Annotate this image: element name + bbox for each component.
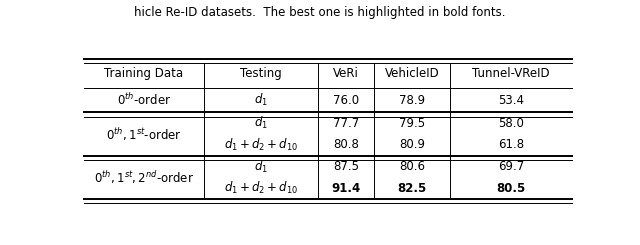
Text: 76.0: 76.0 xyxy=(333,94,360,107)
Text: Training Data: Training Data xyxy=(104,67,183,80)
Text: 77.7: 77.7 xyxy=(333,117,360,130)
Text: 58.0: 58.0 xyxy=(498,117,524,130)
Text: 82.5: 82.5 xyxy=(397,182,427,195)
Text: 78.9: 78.9 xyxy=(399,94,425,107)
Text: 91.4: 91.4 xyxy=(332,182,361,195)
Text: $d_1+d_2+d_{10}$: $d_1+d_2+d_{10}$ xyxy=(224,137,298,153)
Text: Tunnel-VReID: Tunnel-VReID xyxy=(472,67,550,80)
Text: 80.9: 80.9 xyxy=(399,138,425,151)
Text: 69.7: 69.7 xyxy=(498,160,524,173)
Text: $0^{th},1^{st}$-order: $0^{th},1^{st}$-order xyxy=(106,126,182,143)
Text: $d_1+d_2+d_{10}$: $d_1+d_2+d_{10}$ xyxy=(224,180,298,196)
Text: $0^{th}$-order: $0^{th}$-order xyxy=(116,92,171,108)
Text: $d_1$: $d_1$ xyxy=(254,115,268,131)
Text: 87.5: 87.5 xyxy=(333,160,359,173)
Text: $d_1$: $d_1$ xyxy=(254,159,268,175)
Text: $d_1$: $d_1$ xyxy=(254,92,268,108)
Text: 80.5: 80.5 xyxy=(497,182,525,195)
Text: 61.8: 61.8 xyxy=(498,138,524,151)
Text: Testing: Testing xyxy=(240,67,282,80)
Text: 80.6: 80.6 xyxy=(399,160,425,173)
Text: 53.4: 53.4 xyxy=(498,94,524,107)
Text: $0^{th},1^{st},2^{nd}$-order: $0^{th},1^{st},2^{nd}$-order xyxy=(93,169,194,186)
Text: 80.8: 80.8 xyxy=(333,138,359,151)
Text: hicle Re-ID datasets.  The best one is highlighted in bold fonts.: hicle Re-ID datasets. The best one is hi… xyxy=(134,6,506,19)
Text: 79.5: 79.5 xyxy=(399,117,425,130)
Text: VehicleID: VehicleID xyxy=(385,67,440,80)
Text: VeRi: VeRi xyxy=(333,67,359,80)
